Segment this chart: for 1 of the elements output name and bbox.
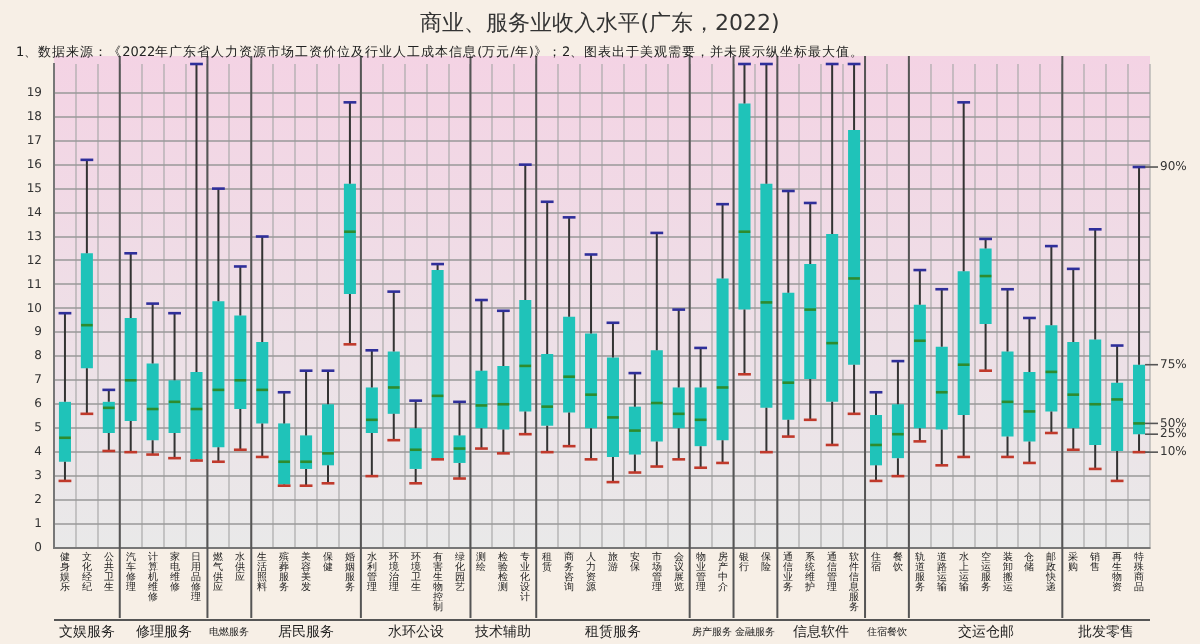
chart-title: 商业、服务业收入水平(广东，2022) bbox=[418, 8, 782, 38]
